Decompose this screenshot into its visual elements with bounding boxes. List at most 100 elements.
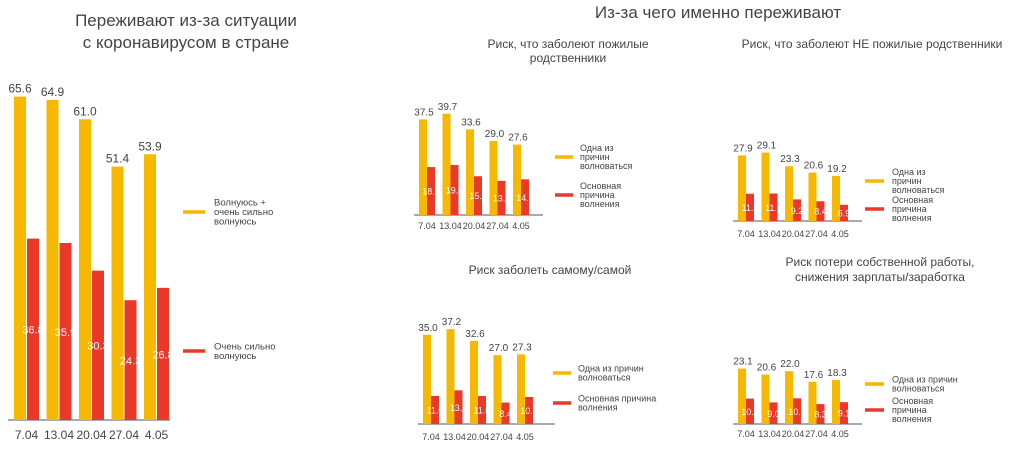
chart5-tick-label-4.05: 4.05 [831, 429, 849, 439]
chart4-value-label-secondary-13.04: 13.2 [450, 403, 468, 413]
chart1-bar-secondary-13.04 [59, 243, 72, 420]
chart5-value-label-primary-27.04: 17.6 [804, 370, 824, 381]
chart5-tick-label-7.04: 7.04 [737, 429, 755, 439]
chart3-legend-label-2-line-3: волнения [892, 213, 932, 223]
chart1-bar-secondary-20.04 [92, 270, 104, 420]
chart1-tick-label-20.04: 20.04 [76, 428, 106, 442]
chart5-tick-label-13.04: 13.04 [758, 429, 781, 439]
chart1-bar-secondary-27.04 [124, 300, 137, 420]
chart1-bar-primary-20.04 [79, 119, 91, 421]
chart2-bar-primary-20.04 [466, 129, 474, 215]
chart4-value-label-secondary-27.04: 8.4 [499, 409, 512, 419]
chart3-bar-secondary-20.04 [793, 199, 801, 221]
chart3-bar-primary-13.04 [761, 152, 770, 221]
chart4-value-label-secondary-7.04: 11.0 [427, 406, 444, 416]
chart2-value-label-secondary-27.04: 13.4 [493, 194, 511, 204]
chart2-value-label-secondary-4.05: 14.0 [516, 193, 534, 203]
chart3-tick-label-4.05: 4.05 [831, 229, 849, 239]
chart3-value-label-secondary-27.04: 8.4 [814, 207, 827, 217]
chart3-value-label-secondary-7.04: 11.6 [742, 203, 759, 213]
chart3-bar-secondary-27.04 [816, 201, 825, 221]
chart3-bar-secondary-7.04 [746, 193, 754, 221]
chart3-legend-label-1-line-1: Одна из [892, 167, 926, 177]
chart1-tick-label-27.04: 27.04 [109, 428, 139, 442]
chart2-tick-label-4.05: 4.05 [512, 221, 530, 231]
chart5-legend-label-2-line-1: Основная [892, 396, 933, 406]
chart1-bar-secondary-7.04 [27, 238, 39, 420]
chart5-value-label-secondary-20.04: 10.7 [788, 407, 806, 417]
chart3-value-label-primary-13.04: 29.1 [757, 141, 777, 152]
chart3-bar-secondary-13.04 [769, 193, 778, 221]
chart1-value-label-secondary-4.05: 26.8 [152, 349, 173, 361]
chart1-bar-primary-13.04 [46, 100, 59, 420]
chart5-tick-label-27.04: 27.04 [805, 429, 828, 439]
chart5-legend-label-2-line-3: волнения [892, 414, 932, 424]
chart4-legend-label-1-line-2: волноваться [578, 373, 631, 383]
chart4-tick-label-4.05: 4.05 [516, 432, 534, 442]
chart2-legend-label-2-line-3: волнения [580, 199, 620, 209]
chart4-bar-primary-7.04 [423, 334, 431, 424]
chart2-legend-label-1-line-2: причин [580, 152, 610, 162]
chart5-legend-label-1-line-1: Одна из причин [892, 375, 958, 385]
chart2-value-label-secondary-20.04: 15.2 [469, 191, 487, 201]
chart5-value-label-secondary-4.05: 9.1 [838, 409, 851, 419]
chart4-bar-primary-4.05 [517, 354, 525, 424]
chart4-legend-label-2-line-1: Основная причина [578, 394, 656, 404]
chart5-title-line-1: Риск потери собственной работы, [786, 255, 975, 269]
chart4-bar-secondary-4.05 [525, 396, 533, 424]
chart4-legend-label-2-line-2: волнения [578, 403, 618, 413]
chart5-value-label-secondary-13.04: 9.0 [767, 409, 780, 419]
chart1-value-label-primary-13.04: 64.9 [41, 85, 65, 99]
chart2-bar-secondary-4.05 [521, 179, 529, 215]
chart4-value-label-primary-7.04: 35.0 [418, 323, 438, 334]
chart1-tick-label-13.04: 13.04 [44, 428, 74, 442]
chart5-title-line-2: снижения зарплаты/заработка [795, 270, 965, 284]
chart2-bar-secondary-27.04 [497, 180, 506, 215]
chart1-legend-label-1-line-2: очень сильно [214, 207, 273, 218]
chart4-title-line-1: Риск заболеть самому/самой [469, 263, 632, 277]
chart3-value-label-secondary-20.04: 9.2 [791, 206, 804, 216]
chart3-bar-primary-4.05 [832, 175, 840, 221]
chart4-value-label-primary-4.05: 27.3 [512, 342, 532, 353]
chart2-title-line-1: Риск, что заболеют пожилые [487, 37, 648, 51]
chart5-bar-secondary-27.04 [816, 404, 825, 424]
chart1-legend-label-1-line-3: волнуюсь [214, 217, 256, 228]
chart1-value-label-primary-7.04: 65.6 [8, 82, 32, 96]
chart5-value-label-primary-7.04: 23.1 [733, 357, 753, 368]
chart3-tick-label-20.04: 20.04 [782, 229, 805, 239]
chart2-bar-primary-4.05 [513, 144, 521, 215]
chart5-bar-primary-20.04 [785, 371, 793, 424]
chart5-bar-secondary-13.04 [769, 402, 778, 424]
chart4-value-label-primary-27.04: 27.0 [489, 343, 509, 354]
chart2-bar-secondary-7.04 [427, 167, 435, 215]
chart3-tick-label-13.04: 13.04 [758, 229, 781, 239]
chart4-bar-primary-27.04 [493, 355, 502, 424]
chart3-bar-primary-20.04 [785, 166, 793, 221]
chart3-bar-secondary-4.05 [840, 204, 848, 221]
chart4-bar-primary-13.04 [446, 329, 455, 424]
chart5-bar-primary-4.05 [832, 380, 840, 424]
chart1-value-label-primary-27.04: 51.4 [106, 152, 130, 166]
chart2-legend-label-1-line-1: Одна из [580, 143, 614, 153]
chart3-tick-label-27.04: 27.04 [805, 229, 828, 239]
chart5-value-label-secondary-27.04: 8.3 [814, 410, 827, 420]
chart5-bar-secondary-4.05 [840, 402, 848, 424]
chart5-value-label-primary-13.04: 20.6 [757, 363, 777, 374]
chart2-tick-label-7.04: 7.04 [418, 221, 436, 231]
chart1-value-label-primary-20.04: 61.0 [73, 104, 97, 118]
chart1-value-label-primary-4.05: 53.9 [138, 139, 162, 153]
chart2-tick-label-27.04: 27.04 [486, 221, 509, 231]
chart3-bar-primary-27.04 [808, 172, 817, 221]
chart3-legend-label-1-line-2: причин [892, 176, 922, 186]
chart2-title-line-2: родственники [530, 51, 606, 65]
chart1-legend-label-1-line-1: Волнуюсь + [214, 198, 266, 209]
chart1-legend-label-2-line-2: волнуюсь [214, 351, 256, 362]
chart5-value-label-primary-20.04: 22.0 [780, 359, 800, 370]
chart2-bar-secondary-20.04 [474, 176, 482, 215]
chart4-legend-label-1-line-1: Одна из причин [578, 364, 644, 374]
right-section-title: Из-за чего именно переживают [595, 3, 841, 22]
chart2-bar-primary-7.04 [419, 119, 427, 215]
chart4-tick-label-7.04: 7.04 [422, 432, 440, 442]
